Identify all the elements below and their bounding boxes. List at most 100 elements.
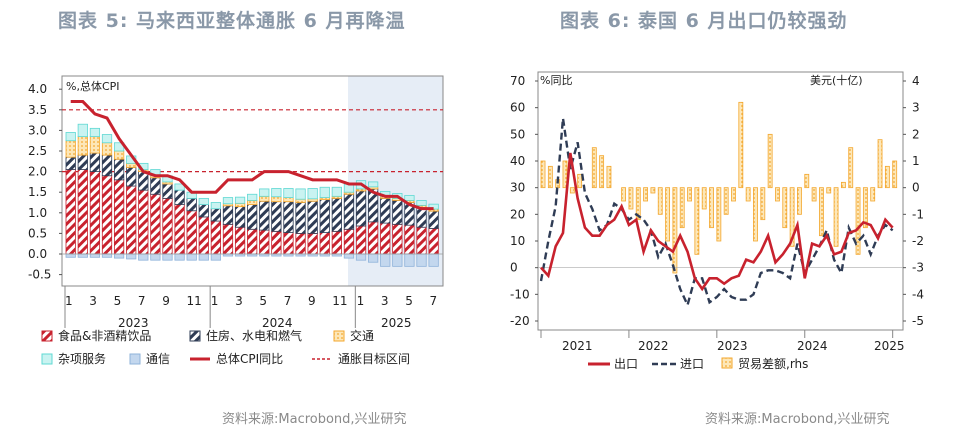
bar-杂项服务 [404, 195, 415, 201]
bar-住房、水电和燃气 [77, 154, 88, 170]
trade-balance-bar [862, 187, 868, 229]
bar-交通 [271, 196, 282, 203]
trade-balance-bar [665, 187, 670, 242]
left-ylabel: %,总体CPI [66, 79, 120, 93]
bar-交通 [77, 136, 88, 156]
trade-balance-bar [826, 187, 832, 194]
right-ylabel-right: 美元(十亿) [810, 73, 863, 87]
bar-住房、水电和燃气 [295, 202, 306, 234]
bar-杂项服务 [416, 200, 427, 206]
trade-balance-bar [599, 155, 605, 189]
left-xtick-label: 1 [211, 294, 219, 308]
bar-食品&非酒精饮品 [126, 185, 137, 255]
trade-balance-bar [679, 187, 685, 229]
legend-label: 通胀目标区间 [338, 352, 410, 366]
right-ytick-right-label: -3 [912, 261, 924, 275]
bar-食品&非酒精饮品 [283, 232, 294, 255]
bar-杂项服务 [295, 188, 306, 200]
left-xtick-label: 7 [284, 294, 292, 308]
right-year-label: 2024 [797, 339, 828, 353]
legend-swatch [333, 330, 345, 342]
bar-交通 [295, 198, 306, 203]
trade-balance-bar [569, 187, 575, 194]
right-ytick-right-label: -5 [912, 314, 924, 328]
trade-balance-bar [709, 187, 714, 229]
right-year-label: 2023 [717, 339, 748, 353]
right-ytick-right-label: 4 [912, 74, 920, 88]
imports-line [539, 118, 894, 309]
trade-balance-bar [767, 133, 773, 189]
trade-balance-bar [760, 187, 766, 221]
bar-通信 [343, 253, 355, 259]
left-ytick-label: 0.5 [28, 226, 47, 240]
bar-通信 [355, 253, 367, 261]
left-chart-title: 图表 5: 马来西亚整体通胀 6 月再降温 [58, 10, 406, 32]
trade-balance-bar [819, 187, 824, 237]
bar-食品&非酒精饮品 [247, 228, 258, 255]
left-year-label: 2025 [381, 316, 412, 330]
bar-住房、水电和燃气 [222, 205, 234, 225]
bar-食品&非酒精饮品 [210, 220, 221, 255]
left-year-label: 2023 [118, 316, 149, 330]
bar-通信 [380, 253, 391, 267]
trade-balance-bar [789, 187, 795, 247]
bar-通信 [198, 253, 209, 261]
left-xtick-label: 11 [187, 294, 202, 308]
right-year-label: 2021 [562, 339, 593, 353]
legend-label: 总体CPI同比 [216, 352, 283, 366]
bar-交通 [283, 197, 294, 203]
bar-交通 [101, 142, 113, 156]
right-ylabel-left: %同比 [540, 74, 572, 87]
bar-住房、水电和燃气 [198, 204, 209, 218]
bar-住房、水电和燃气 [247, 204, 258, 230]
left-xtick-label: 5 [114, 294, 122, 308]
trade-balance-bar [848, 147, 854, 189]
right-plot-frame [537, 71, 904, 331]
left-ytick-label: 1.0 [28, 206, 47, 220]
bar-杂项服务 [174, 183, 185, 191]
left-year-label: 2024 [262, 316, 293, 330]
trade-balance-bar [855, 187, 861, 255]
bar-杂项服务 [77, 123, 88, 137]
right-ytick-left-label: 0 [510, 261, 518, 275]
trade-balance-bar [635, 187, 641, 221]
legend-swatch [41, 353, 53, 365]
bar-通信 [186, 253, 197, 261]
bar-住房、水电和燃气 [428, 210, 439, 229]
trade-balance-bar [738, 101, 744, 189]
bar-住房、水电和燃气 [392, 200, 403, 225]
bar-通信 [210, 253, 221, 261]
cpi-line [70, 100, 434, 211]
bar-杂项服务 [247, 193, 258, 201]
legend-label: 通信 [146, 352, 170, 366]
bar-食品&非酒精饮品 [355, 225, 367, 255]
right-ytick-left-label: 40 [510, 154, 525, 168]
left-ytick-label: 3.0 [28, 123, 47, 137]
bar-食品&非酒精饮品 [307, 232, 318, 255]
left-xtick-label: 3 [381, 294, 389, 308]
bar-住房、水电和燃气 [138, 171, 149, 191]
left-xtick-label: 1 [65, 294, 73, 308]
bar-食品&非酒精饮品 [428, 228, 439, 255]
bar-通信 [162, 253, 173, 261]
bar-杂项服务 [198, 197, 209, 205]
trade-balance-bar [643, 187, 649, 202]
trade-balance-bar [562, 160, 568, 189]
left-xtick-label: 1 [357, 294, 365, 308]
bar-杂项服务 [283, 188, 294, 198]
bar-住房、水电和燃气 [234, 206, 246, 228]
bar-杂项服务 [234, 196, 246, 204]
bar-食品&非酒精饮品 [271, 230, 282, 255]
legend-swatch [189, 330, 201, 342]
bar-食品&非酒精饮品 [150, 193, 161, 255]
left-plot-frame [61, 75, 444, 287]
bar-住房、水电和燃气 [126, 167, 137, 187]
bar-食品&非酒精饮品 [392, 223, 403, 255]
right-source: 资料来源:Macrobond,兴业研究 [705, 412, 890, 427]
bar-通信 [416, 253, 427, 267]
bar-食品&非酒精饮品 [368, 221, 379, 255]
bar-通信 [428, 253, 439, 267]
right-ytick-right-label: 1 [912, 154, 920, 168]
left-ytick-label: 1.5 [28, 185, 47, 199]
bar-杂项服务 [319, 186, 330, 198]
